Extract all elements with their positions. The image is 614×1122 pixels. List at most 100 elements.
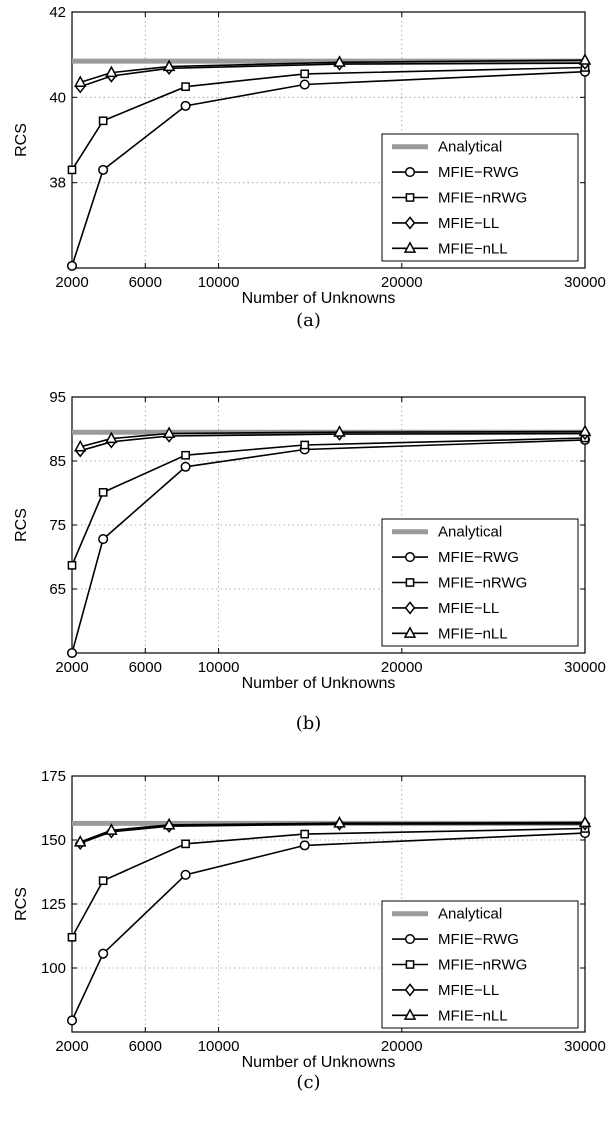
y-tick-label: 75	[49, 517, 66, 534]
legend-entry: MFIE−LL	[438, 215, 499, 232]
x-tick-label: 2000	[55, 1038, 88, 1055]
x-tick-label: 6000	[129, 659, 162, 676]
y-axis-label: RCS	[13, 887, 30, 921]
x-tick-label: 20000	[381, 659, 423, 676]
legend: Analytical MFIE−RWG MFIE−nRWG MFIE−LL MFIE−n…	[381, 133, 579, 262]
data-point-triangle	[333, 425, 346, 437]
x-tick-label: 30000	[564, 1038, 606, 1055]
legend-entry: MFIE−LL	[438, 982, 499, 999]
data-point-square	[181, 82, 190, 92]
data-point-square	[181, 450, 190, 460]
data-point-square	[67, 165, 77, 175]
data-point-triangle	[73, 834, 87, 847]
panel-caption: (a)	[296, 310, 321, 331]
data-point-triangle	[73, 75, 87, 87]
data-point-square	[98, 876, 108, 886]
data-point-circle	[98, 948, 109, 959]
data-point-circle	[299, 79, 310, 90]
y-tick-label: 85	[49, 453, 66, 470]
x-axis-label: Number of Unknowns	[242, 675, 396, 692]
legend-marker-circle	[404, 552, 416, 563]
x-tick-label: 10000	[198, 274, 240, 291]
legend-entry: MFIE−nLL	[438, 1007, 508, 1024]
data-point-square	[67, 932, 77, 942]
legend-marker-square	[405, 578, 415, 587]
data-point-triangle	[105, 431, 118, 444]
y-tick-label: 38	[49, 175, 66, 192]
legend-marker-square	[405, 960, 415, 969]
legend-entry: MFIE−nRWG	[438, 190, 527, 207]
data-point-triangle	[333, 55, 346, 67]
y-tick-label: 95	[49, 389, 66, 406]
x-tick-label: 2000	[55, 274, 88, 291]
legend-entry: MFIE−nRWG	[438, 957, 527, 974]
legend-entry: Analytical	[438, 139, 502, 156]
x-tick-label: 20000	[381, 274, 423, 291]
legend-entry: MFIE−RWG	[438, 164, 519, 181]
chart-panel-2: 2000 6000 10000 20000 30000 65 75 85 95 Number of…	[13, 389, 606, 734]
data-point-triangle	[333, 816, 346, 828]
y-axis-label: RCS	[13, 508, 30, 542]
legend-marker-triangle	[403, 626, 417, 638]
data-point-triangle	[105, 823, 118, 835]
chart-panel-1: 2000 6000 10000 20000 30000 38 40 42 Number of U…	[13, 4, 606, 331]
legend-marker-diamond	[404, 983, 416, 997]
data-point-triangle	[73, 439, 87, 452]
data-point-circle	[180, 100, 191, 111]
legend-marker-diamond	[404, 601, 416, 615]
data-point-circle	[299, 840, 310, 851]
axes-frame	[71, 11, 586, 269]
legend-entry: Analytical	[438, 906, 502, 923]
data-point-triangle	[162, 426, 176, 439]
y-tick-label: 125	[41, 896, 66, 913]
data-point-triangle	[105, 65, 118, 78]
panel-caption: (c)	[296, 1072, 320, 1093]
x-tick-label: 6000	[129, 274, 162, 291]
y-tick-label: 100	[41, 960, 66, 977]
data-point-triangle	[162, 817, 176, 830]
x-axis-label: Number of Unknowns	[242, 290, 396, 307]
legend-marker-circle	[404, 934, 416, 945]
legend-entry: MFIE−nRWG	[438, 575, 527, 592]
legend-marker-triangle	[403, 1008, 417, 1020]
data-point-triangle	[578, 815, 592, 828]
data-point-square	[300, 440, 310, 450]
panel-caption: (b)	[296, 713, 322, 734]
x-tick-label: 10000	[198, 1038, 240, 1055]
data-point-triangle	[578, 53, 592, 65]
data-point-circle	[98, 164, 109, 175]
y-axis-label: RCS	[13, 123, 30, 157]
data-point-circle	[180, 869, 191, 880]
y-tick-label: 150	[41, 832, 66, 849]
legend-marker-circle	[404, 167, 416, 178]
legend-marker-diamond	[404, 216, 416, 230]
data-point-triangle	[578, 424, 592, 437]
chart-panel-3: 2000 6000 10000 20000 30000 100 125 150 175 Numbe…	[13, 768, 606, 1093]
data-point-square	[300, 829, 310, 839]
data-point-circle	[180, 461, 191, 472]
legend-entry: MFIE−nLL	[438, 625, 508, 642]
x-tick-label: 20000	[381, 1038, 423, 1055]
data-point-circle	[66, 647, 78, 659]
x-tick-label: 10000	[198, 659, 240, 676]
legend-entry: MFIE−LL	[438, 600, 499, 617]
y-tick-label: 40	[49, 89, 66, 106]
x-tick-label: 30000	[564, 659, 606, 676]
data-point-square	[98, 488, 108, 497]
x-tick-label: 30000	[564, 274, 606, 291]
legend-entry: Analytical	[438, 524, 502, 541]
legend: Analytical MFIE−RWG MFIE−nRWG MFIE−LL MFIE−n…	[381, 900, 579, 1029]
legend-entry: MFIE−RWG	[438, 549, 519, 566]
x-tick-label: 2000	[55, 659, 88, 676]
legend-entry: MFIE−RWG	[438, 931, 519, 948]
legend-marker-triangle	[403, 241, 417, 253]
data-point-square	[181, 839, 190, 849]
y-tick-label: 65	[49, 581, 66, 598]
x-tick-label: 6000	[129, 1038, 162, 1055]
legend-entry: MFIE−nLL	[438, 240, 508, 257]
legend-marker-square	[405, 193, 415, 202]
data-point-circle	[66, 1015, 78, 1026]
data-point-triangle	[162, 59, 176, 72]
data-point-square	[300, 69, 310, 79]
